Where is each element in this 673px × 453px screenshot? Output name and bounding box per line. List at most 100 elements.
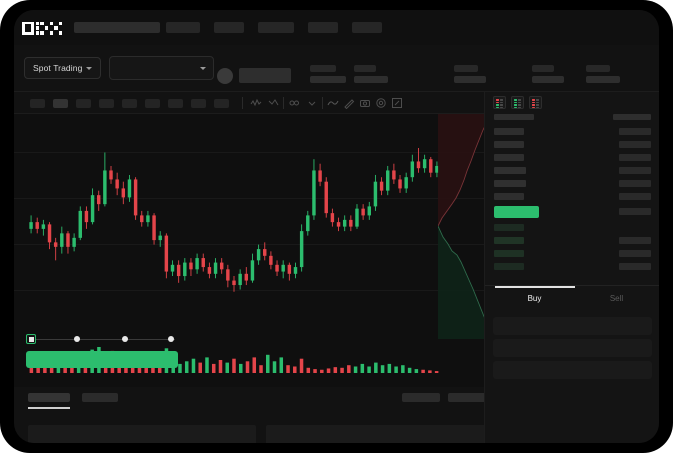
okx-logo[interactable] — [22, 21, 64, 35]
slider-node[interactable] — [74, 336, 80, 342]
tab-buy-label: Buy — [527, 294, 542, 303]
logo-block-k — [36, 21, 49, 35]
order-total-field[interactable] — [493, 361, 652, 379]
toolbar-divider — [322, 97, 323, 109]
trading-pair-selector[interactable] — [109, 56, 214, 80]
stat-label — [586, 65, 610, 72]
bottom-data-panels — [14, 410, 659, 443]
nav-item-3[interactable] — [258, 22, 294, 33]
mode-glyph — [500, 99, 503, 109]
market-type-label: Spot Trading — [33, 63, 83, 73]
stat-24h-volume — [586, 65, 620, 83]
slider-handle-active[interactable] — [26, 334, 36, 344]
chart-gridline — [14, 152, 484, 153]
orders-tabbar — [14, 387, 486, 410]
orderbook-ask-amount — [619, 193, 651, 200]
toolbar-divider — [283, 97, 284, 109]
timeframe-button[interactable] — [122, 99, 137, 108]
chevron-down-icon — [200, 66, 206, 70]
stat-24h-low — [532, 65, 564, 83]
orderbook-bid-amount — [619, 250, 651, 257]
order-amount-field[interactable] — [493, 339, 652, 357]
orderbook-bid-price — [494, 250, 524, 257]
stat-value — [454, 76, 486, 83]
stat-label — [532, 65, 554, 72]
action-hide-other-pairs[interactable] — [402, 393, 440, 402]
price-chart-panel[interactable] — [14, 114, 484, 339]
order-form — [485, 313, 659, 403]
tab-buy[interactable]: Buy — [491, 294, 578, 303]
order-price-field[interactable] — [493, 317, 652, 335]
orderbook-mode-asks[interactable] — [529, 96, 542, 109]
orderbook-header-price — [494, 114, 534, 120]
indicator-wave-icon[interactable] — [250, 97, 262, 109]
drawing-tools-icon[interactable] — [343, 97, 355, 109]
orderbook-ask-amount — [619, 141, 651, 148]
orderbook-ask-price — [494, 141, 524, 148]
mode-glyph — [536, 99, 539, 109]
fullscreen-icon[interactable] — [391, 97, 403, 109]
mode-glyph — [514, 99, 517, 109]
tab-open-orders[interactable] — [28, 393, 70, 402]
orderbook-mode-group — [493, 96, 542, 109]
camera-icon[interactable] — [359, 97, 371, 109]
timeframe-button[interactable] — [76, 99, 91, 108]
orderbook-bid-amount — [619, 237, 651, 244]
timeframe-button[interactable] — [99, 99, 114, 108]
nav-item-4[interactable] — [308, 22, 338, 33]
timeframe-button-active[interactable] — [53, 99, 68, 108]
orderbook-header-amount — [613, 114, 651, 120]
stat-value — [586, 76, 620, 83]
slider-node[interactable] — [168, 336, 174, 342]
stat-value — [310, 76, 346, 83]
orderbook-ask-price — [494, 167, 526, 174]
bottom-panel-orders[interactable] — [28, 425, 256, 443]
timeframe-button[interactable] — [145, 99, 160, 108]
nav-item-1[interactable] — [166, 22, 200, 33]
app-screen: Spot Trading — [14, 10, 659, 443]
timeframe-button[interactable] — [30, 99, 45, 108]
indicator-settings-icon[interactable] — [288, 97, 300, 109]
orderbook-bid-amount — [619, 263, 651, 270]
mode-glyph — [532, 99, 535, 109]
timeframe-button[interactable] — [191, 99, 206, 108]
top-navigation-bar — [14, 10, 659, 45]
timeframe-button[interactable] — [214, 99, 229, 108]
nav-item-2[interactable] — [214, 22, 244, 33]
chevron-down-icon[interactable] — [306, 97, 318, 109]
slider-node[interactable] — [122, 336, 128, 342]
candlestick-series — [29, 147, 439, 292]
snapshot-icon[interactable] — [375, 97, 387, 109]
tab-order-history[interactable] — [82, 393, 118, 402]
place-order-button[interactable] — [26, 351, 178, 368]
active-tab-underline — [495, 286, 575, 288]
orderbook-mode-both[interactable] — [493, 96, 506, 109]
chart-gridline — [14, 244, 484, 245]
action-cancel-all[interactable] — [448, 393, 486, 402]
orderbook-ask-price — [494, 128, 524, 135]
orderbook-amount — [619, 208, 651, 215]
stat-label — [310, 65, 336, 72]
timeframe-button[interactable] — [168, 99, 183, 108]
indicator-compare-icon[interactable] — [268, 97, 280, 109]
orderbook-ask-price — [494, 180, 526, 187]
pair-coin-avatar — [217, 68, 233, 84]
market-type-selector[interactable]: Spot Trading — [24, 57, 102, 79]
line-chart-icon[interactable] — [327, 97, 339, 109]
tab-sell[interactable]: Sell — [573, 294, 659, 303]
buy-sell-tabbar: Buy Sell — [485, 285, 659, 313]
active-tab-underline — [28, 407, 70, 409]
orderbook-mode-bids[interactable] — [511, 96, 524, 109]
order-amount-slider[interactable] — [26, 333, 178, 345]
orderbook-current-price — [494, 206, 539, 218]
stat-label — [454, 65, 478, 72]
global-search-input[interactable] — [74, 22, 160, 33]
nav-item-5[interactable] — [352, 22, 382, 33]
stat-value — [354, 76, 388, 83]
orderbook-ask-amount — [619, 167, 651, 174]
orderbook-bid-price — [494, 263, 524, 270]
logo-block-o — [22, 21, 34, 35]
bottom-panel-assets[interactable] — [266, 425, 494, 443]
chevron-down-icon — [86, 66, 93, 70]
orderbook[interactable] — [485, 114, 659, 282]
